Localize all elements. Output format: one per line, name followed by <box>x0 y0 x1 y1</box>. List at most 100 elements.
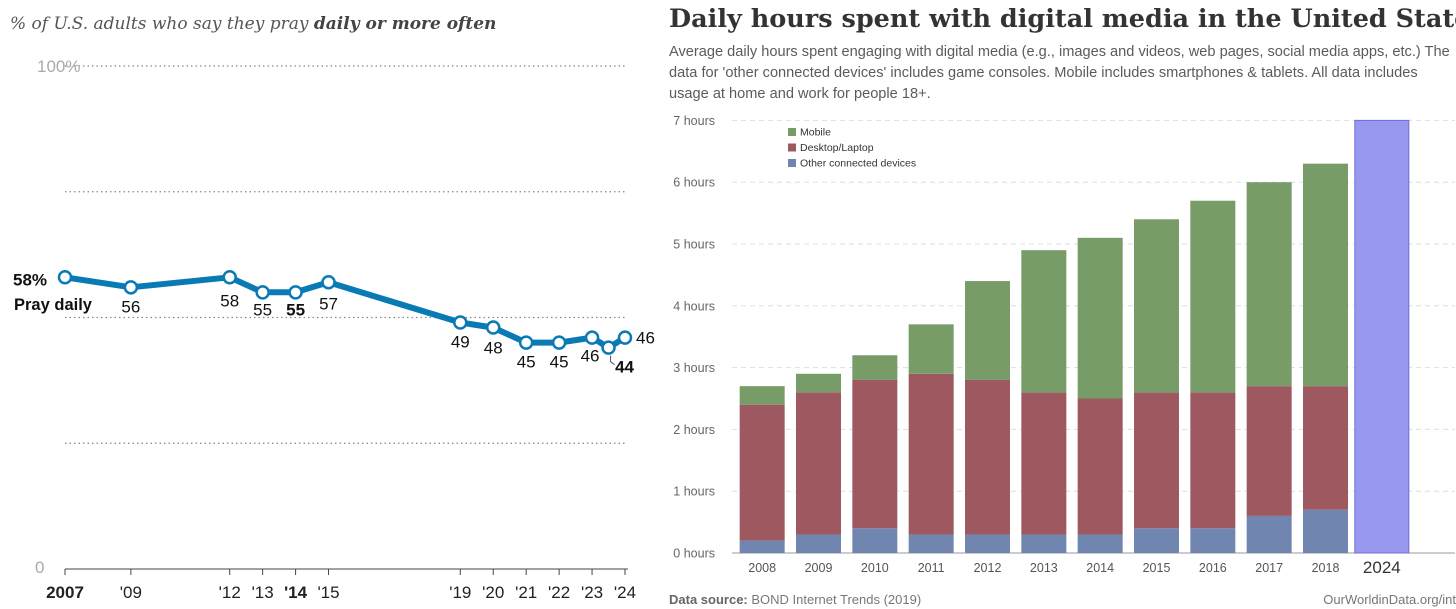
legend-label: Desktop/Laptop <box>800 142 874 154</box>
bar-segment <box>1134 528 1179 553</box>
digital-media-subtitle: Average daily hours spent engaging with … <box>669 44 1450 102</box>
bar-segment <box>908 534 954 553</box>
bar-segment <box>1077 237 1123 399</box>
bar-segment <box>1303 509 1348 553</box>
bar-segment <box>739 404 785 541</box>
data-point <box>453 315 468 330</box>
x-tick-label: 2016 <box>1199 561 1227 575</box>
data-label: 46 <box>636 329 655 348</box>
data-source: Data source: BOND Internet Trends (2019) <box>669 592 921 607</box>
data-label: 56 <box>121 297 140 316</box>
bar-highlight-2024 <box>1354 119 1410 554</box>
y-tick-label: 7 hours <box>673 114 715 128</box>
legend-swatch <box>788 159 796 167</box>
x-tick-label: '19 <box>449 583 471 602</box>
bar-segment <box>1077 398 1123 535</box>
bar-segment <box>1303 386 1348 510</box>
digital-media-bar-chart: 0 hours 1 hours 2 hours 3 hours 4 hours 5 hou… <box>673 114 1455 577</box>
data-point <box>123 280 139 295</box>
data-point <box>255 285 270 300</box>
data-label: 55 <box>253 300 272 319</box>
data-label: 46 <box>581 347 600 366</box>
bar-segment <box>1021 250 1067 393</box>
x-tick-label: '13 <box>252 583 274 602</box>
x-tick-label: 2010 <box>861 561 889 575</box>
x-tick-label: 2015 <box>1143 561 1171 575</box>
x-tick-label: 2011 <box>918 561 945 575</box>
bar-segment <box>1134 392 1179 529</box>
bar-segment <box>796 373 841 393</box>
bar-segment <box>1190 200 1236 393</box>
bar-segment <box>965 379 1010 535</box>
bar-segment <box>965 534 1010 553</box>
data-label: 58 <box>220 291 239 310</box>
data-point <box>551 335 567 350</box>
data-label: 57 <box>319 294 338 313</box>
bar-segment <box>852 355 898 380</box>
data-point <box>222 270 237 285</box>
data-label: 45 <box>550 353 569 372</box>
x-tick-label: 2013 <box>1030 561 1058 575</box>
y-tick-label: 6 hours <box>673 176 715 190</box>
data-source-label: Data source: <box>669 592 748 607</box>
bar-segment <box>1077 534 1123 553</box>
y-tick-label: 3 hours <box>673 361 715 375</box>
bar-segment <box>852 528 898 553</box>
bar-segment <box>1303 163 1348 387</box>
x-tick-label: '22 <box>548 583 570 602</box>
bar-segment <box>965 281 1010 380</box>
bar-segment <box>908 373 954 535</box>
x-tick-label: 2012 <box>974 561 1002 575</box>
data-point <box>288 285 303 300</box>
y-tick-label: 2 hours <box>673 423 715 437</box>
x-tick-label: 2007 <box>46 583 84 602</box>
legend-label: Mobile <box>800 127 831 139</box>
y-tick-label: 5 hours <box>673 238 715 252</box>
data-label: 45 <box>517 353 536 372</box>
x-tick-label: '12 <box>219 583 241 602</box>
bar-segment <box>1134 219 1179 393</box>
x-tick-label: '24 <box>614 583 636 602</box>
bar-segment <box>852 379 898 529</box>
bar-segment <box>739 386 785 405</box>
x-tick-label: 2008 <box>748 561 776 575</box>
x-tick-label: '20 <box>482 583 504 602</box>
x-tick-label: '14 <box>284 583 307 602</box>
y-tick-label: 0 hours <box>673 547 715 561</box>
data-source-text: BOND Internet Trends (2019) <box>747 592 922 607</box>
bar-segment <box>1021 534 1067 553</box>
prayer-chart-subtitle: % of U.S. adults who say they pray daily… <box>10 14 496 34</box>
bar-segment <box>1190 392 1236 529</box>
x-tick-label: 2018 <box>1312 561 1340 575</box>
data-point <box>485 320 501 335</box>
subtitle-prefix: % of U.S. adults who say they pray <box>10 14 314 34</box>
bar-segment <box>1246 386 1292 516</box>
digital-media-title: Daily hours spent with digital media in … <box>669 4 1456 34</box>
x-tick-label: 2024 <box>1363 558 1401 577</box>
x-tick-label: 2014 <box>1086 561 1114 575</box>
x-tick-label: '09 <box>120 583 142 602</box>
data-label: 58% <box>13 270 47 289</box>
x-tick-label: '21 <box>515 583 537 602</box>
data-label: 55 <box>286 300 305 319</box>
y-tick-label: 1 hours <box>673 485 715 499</box>
bar-segment <box>1246 182 1292 387</box>
data-point <box>601 340 616 355</box>
y-tick-label: 0 <box>35 558 44 577</box>
line-annotation: Pray daily <box>14 296 93 314</box>
digital-media-panel: Daily hours spent with digital media in … <box>655 0 1456 609</box>
prayer-chart-panel: % of U.S. adults who say they pray daily… <box>0 0 655 609</box>
x-tick-label: 2009 <box>805 561 833 575</box>
bar-segment <box>908 324 954 374</box>
owid-url: OurWorldinData.org/int <box>1323 592 1456 607</box>
legend-swatch <box>788 128 796 136</box>
bar-segment <box>739 540 785 553</box>
legend-swatch <box>788 143 796 152</box>
y-tick-label: 100% <box>37 57 80 76</box>
data-label: 49 <box>451 333 470 352</box>
bar-segment <box>796 392 841 535</box>
bar-segment <box>796 534 841 553</box>
data-label: 44 <box>615 358 634 377</box>
data-point <box>321 275 336 290</box>
